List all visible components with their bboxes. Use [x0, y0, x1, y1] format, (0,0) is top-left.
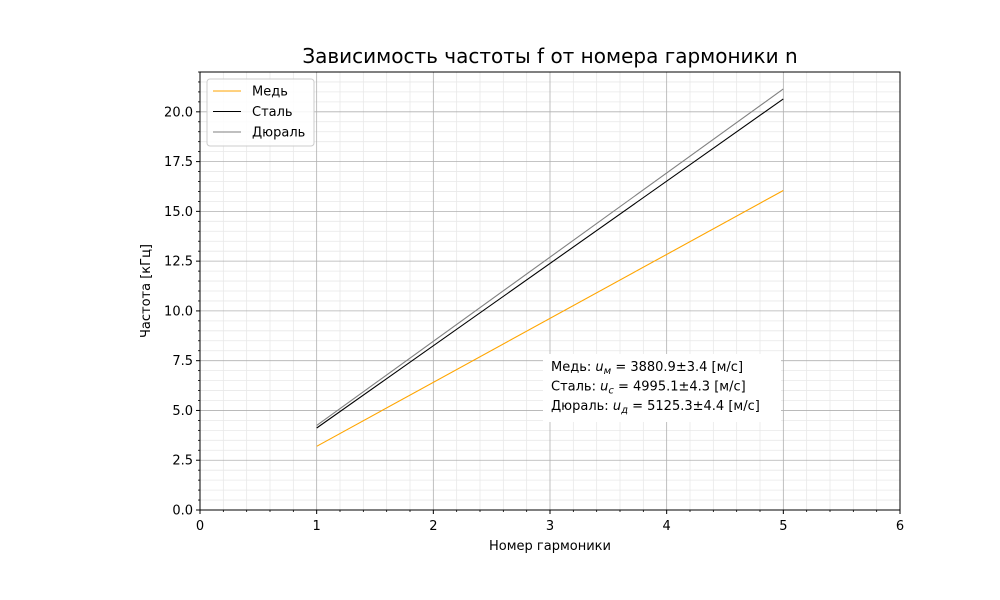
x-tick-label: 0 — [196, 519, 204, 534]
annotation-box: Медь: uм = 3880.9±3.4 [м/с] Сталь: uс = 4… — [543, 354, 781, 422]
legend-label: Сталь — [252, 105, 293, 120]
x-tick-label: 6 — [896, 519, 904, 534]
y-tick-label: 0.0 — [172, 504, 193, 519]
series-line-0 — [316, 190, 784, 447]
x-axis-label: Номер гармоники — [489, 539, 611, 554]
x-tick-label: 4 — [663, 519, 671, 534]
series-line-2 — [316, 88, 784, 426]
y-tick-labels: 0.0 2.5 5.0 7.5 10.0 12.5 15.0 17.5 20.0 — [164, 105, 193, 518]
chart-title: Зависимость частоты f от номера гармоник… — [302, 44, 797, 68]
legend-box — [206, 78, 315, 147]
legend: Медь Сталь Дюраль — [206, 78, 315, 147]
y-tick-label: 7.5 — [172, 354, 193, 369]
x-tick-label: 3 — [546, 519, 554, 534]
y-tick-label: 12.5 — [164, 255, 193, 270]
y-axis-label: Частота [кГц] — [139, 244, 154, 338]
annotation-line: Медь: uм = 3880.9±3.4 [м/с] — [551, 360, 743, 377]
y-tick-label: 10.0 — [164, 304, 193, 319]
annotation-line: Сталь: uс = 4995.1±4.3 [м/с] — [551, 380, 746, 397]
y-tick-label: 5.0 — [172, 404, 193, 419]
x-tick-label: 5 — [779, 519, 787, 534]
y-tick-label: 2.5 — [172, 454, 193, 469]
y-tick-label: 20.0 — [164, 105, 193, 120]
x-tick-label: 1 — [313, 519, 321, 534]
series-lines — [316, 88, 784, 447]
annotation-background — [543, 354, 781, 422]
y-tick-label: 15.0 — [164, 205, 193, 220]
axis-ticks — [196, 71, 901, 514]
x-tick-label: 2 — [429, 519, 437, 534]
y-tick-label: 17.5 — [164, 155, 193, 170]
annotation-line: Дюраль: uд = 5125.3±4.4 [м/с] — [551, 399, 760, 416]
legend-label: Дюраль — [252, 126, 305, 141]
x-tick-labels: 0 1 2 3 4 5 6 — [196, 519, 904, 534]
legend-label: Медь — [252, 85, 288, 100]
series-line-1 — [316, 98, 784, 429]
